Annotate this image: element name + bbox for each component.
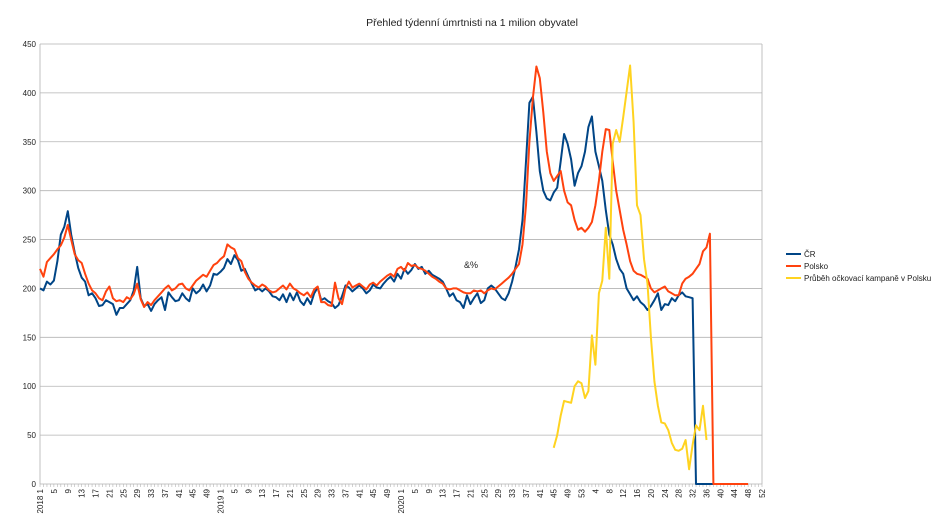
x-tick-label: 49	[203, 488, 212, 497]
x-tick-label: 2020 1	[397, 488, 406, 513]
x-tick-label: 41	[175, 488, 184, 497]
x-tick-label: 29	[494, 488, 503, 497]
x-tick-label: 13	[78, 488, 87, 497]
x-tick-label: 44	[730, 488, 739, 497]
y-axis-ticks: 0 50 100 150 200 250 300 350 400 450	[23, 40, 37, 489]
series-line-3	[552, 64, 708, 471]
grid	[39, 43, 763, 485]
y-tick-label: 300	[23, 187, 37, 196]
x-tick-label: 2019 1	[217, 488, 226, 513]
x-tick-label: 21	[105, 488, 114, 497]
y-tick-label: 450	[23, 40, 37, 49]
x-tick-label: 5	[230, 488, 239, 493]
x-tick-label: 12	[619, 488, 628, 497]
x-tick-label: 33	[147, 488, 156, 497]
series-lines	[39, 64, 749, 485]
legend-label-2: Polsko	[804, 262, 829, 271]
x-tick-label: 36	[702, 488, 711, 497]
x-tick-label: 5	[50, 488, 59, 493]
x-tick-label: 20	[647, 488, 656, 497]
x-axis-ticks: 2018 1 5 9 13 17 21 25 29 33 37 41 45 49 2019 1 5 9 13 17…	[36, 484, 767, 513]
series-line-2	[39, 65, 749, 485]
y-tick-label: 400	[23, 89, 37, 98]
chart-annotation: &%	[464, 260, 478, 270]
y-tick-label: 100	[23, 382, 37, 391]
y-tick-label: 0	[32, 480, 37, 489]
x-tick-label: 53	[578, 488, 587, 497]
x-tick-label: 29	[314, 488, 323, 497]
y-tick-label: 150	[23, 333, 37, 342]
series-line-1	[39, 95, 731, 485]
x-tick-label: 41	[355, 488, 364, 497]
x-tick-label: 28	[675, 488, 684, 497]
x-tick-label: 13	[258, 488, 267, 497]
x-tick-label: 9	[425, 488, 434, 493]
x-tick-label: 13	[439, 488, 448, 497]
legend-label-3: Průběh očkovací kampaně v Polsku	[804, 274, 931, 283]
x-tick-label: 9	[64, 488, 73, 493]
x-tick-label: 25	[119, 488, 128, 497]
y-tick-label: 50	[27, 431, 36, 440]
x-tick-label: 25	[480, 488, 489, 497]
x-tick-label: 49	[383, 488, 392, 497]
x-tick-label: 45	[369, 488, 378, 497]
x-tick-label: 37	[522, 488, 531, 497]
y-tick-label: 200	[23, 284, 37, 293]
x-tick-label: 33	[508, 488, 517, 497]
x-tick-label: 45	[550, 488, 559, 497]
x-tick-label: 5	[411, 488, 420, 493]
x-tick-label: 40	[716, 488, 725, 497]
x-tick-label: 29	[133, 488, 142, 497]
x-tick-label: 49	[564, 488, 573, 497]
y-tick-label: 250	[23, 236, 37, 245]
x-tick-label: 24	[661, 488, 670, 497]
x-tick-label: 17	[272, 488, 281, 497]
x-tick-label: 41	[536, 488, 545, 497]
x-tick-label: 52	[758, 488, 767, 497]
x-tick-label: 32	[689, 488, 698, 497]
x-tick-label: 9	[244, 488, 253, 493]
legend-label-1: ČR	[804, 250, 816, 259]
x-tick-label: 33	[328, 488, 337, 497]
x-tick-label: 17	[453, 488, 462, 497]
x-tick-label: 16	[633, 488, 642, 497]
x-tick-label: 17	[92, 488, 101, 497]
x-tick-label: 21	[286, 488, 295, 497]
x-tick-label: 37	[161, 488, 170, 497]
x-tick-label: 21	[466, 488, 475, 497]
y-tick-label: 350	[23, 138, 37, 147]
chart-title: Přehled týdenní úmrtnisti na 1 milion ob…	[366, 17, 578, 29]
x-tick-label: 4	[591, 488, 600, 493]
x-tick-label: 2018 1	[36, 488, 45, 513]
x-tick-label: 37	[341, 488, 350, 497]
x-tick-label: 8	[605, 488, 614, 493]
x-tick-label: 48	[744, 488, 753, 497]
x-tick-label: 45	[189, 488, 198, 497]
legend: ČR Polsko Průběh očkovací kampaně v Polsku	[786, 250, 931, 283]
x-tick-label: 25	[300, 488, 309, 497]
